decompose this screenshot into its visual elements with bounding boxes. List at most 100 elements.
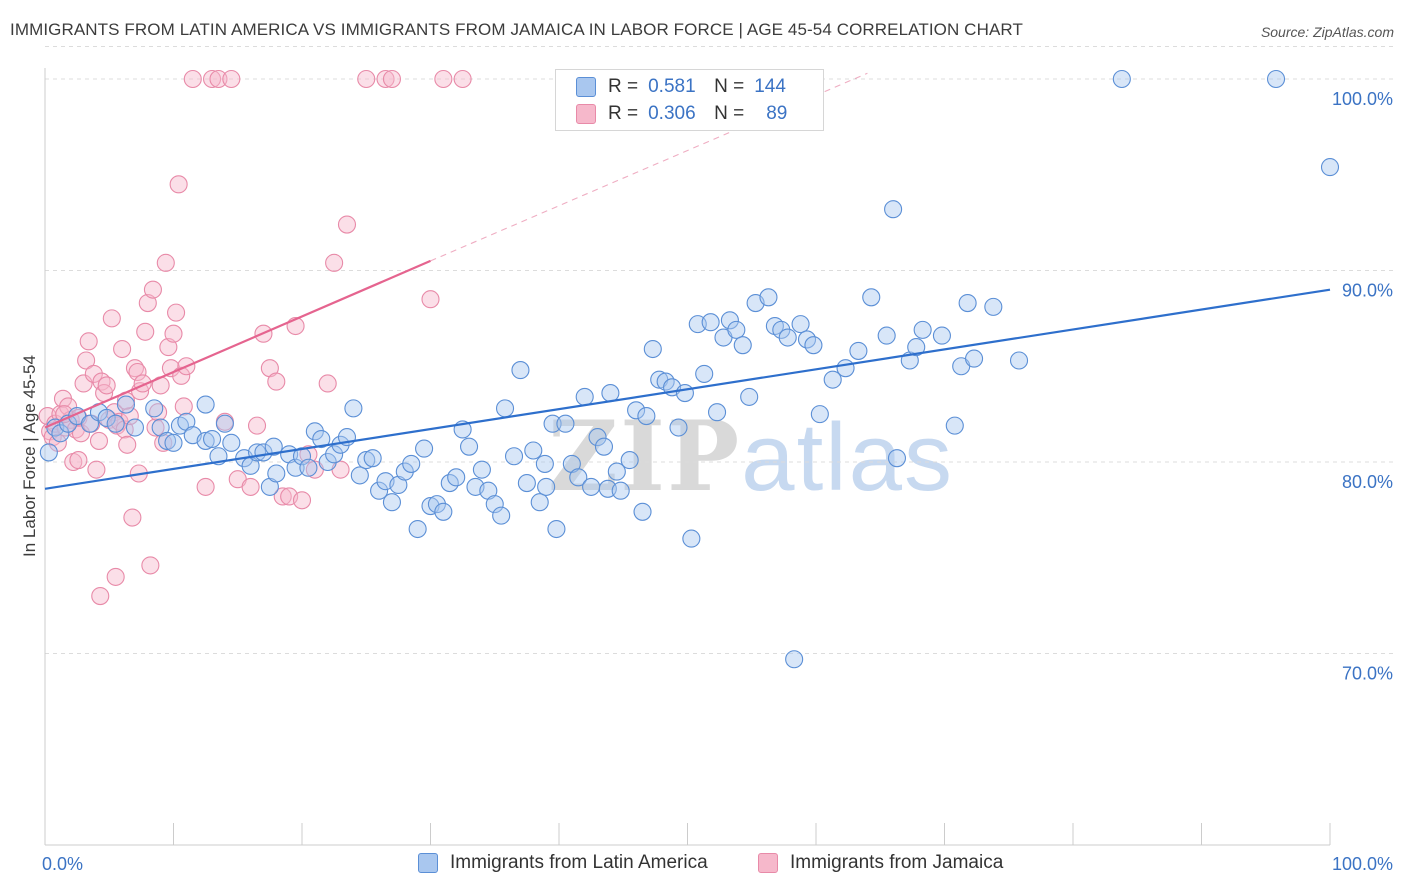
point-jamaica [273,487,292,506]
point-latin-america [720,311,739,330]
point-jamaica [325,253,344,272]
grid-lines [45,45,1395,654]
point-latin-america [582,477,601,496]
point-jamaica [136,322,155,341]
legend-r-value: 0.581 [648,76,696,97]
point-latin-america [164,433,183,452]
point-jamaica [434,69,453,89]
point-latin-america [601,384,620,403]
point-latin-america [264,437,283,456]
bottom-legend: Immigrants from Latin America Immigrants… [0,852,1406,878]
point-latin-america [51,424,70,443]
point-latin-america [708,403,727,422]
point-latin-america [836,359,855,378]
point-latin-america [415,439,434,458]
legend-n-label: N = [714,76,745,97]
point-latin-america [682,529,701,548]
legend-n-value: 144 [754,76,786,97]
point-jamaica [203,69,222,89]
point-latin-america [203,429,222,449]
point-latin-america [485,495,504,514]
bottom-legend-swatch-blue [418,853,438,873]
y-tick-label: 70.0% [1342,664,1393,684]
point-latin-america [370,481,389,500]
point-jamaica [241,477,260,496]
point-latin-america [222,433,241,452]
point-latin-america [292,447,312,466]
point-latin-america [594,437,614,456]
point-jamaica [247,416,267,435]
point-latin-america [145,399,164,418]
point-jamaica [91,586,110,606]
point-latin-america [569,468,588,487]
point-latin-america [849,341,868,360]
point-latin-america [106,414,125,433]
point-latin-america [1266,69,1286,89]
point-jamaica [128,362,147,382]
point-jamaica [174,397,193,416]
point-jamaica [169,175,188,194]
point-jamaica [357,69,376,89]
point-latin-america [1112,69,1131,89]
point-latin-america [286,458,305,477]
y-tick-label: 90.0% [1342,281,1393,301]
axes [44,68,1331,846]
point-latin-america [675,384,694,403]
point-jamaica [299,445,318,464]
point-latin-america [695,364,714,383]
point-jamaica [196,477,215,496]
point-latin-america [958,294,977,313]
point-latin-america [633,502,652,521]
point-latin-america [524,441,543,460]
point-latin-america [427,495,446,514]
point-jamaica [89,431,109,450]
legend: R = 0.581 N = 144 R = 0.306 N = 89 [555,69,824,131]
y-axis-label: In Labor Force | Age 45-54 [20,355,39,557]
point-jamaica [164,324,183,343]
series-jamaica-points [38,69,472,606]
point-latin-america [543,414,562,433]
bottom-legend-latin-america: Immigrants from Latin America [418,852,708,874]
point-latin-america [637,406,656,426]
point-jamaica [141,556,160,575]
point-jamaica [222,69,241,89]
point-latin-america [1320,158,1340,177]
point-jamaica [113,339,132,359]
point-latin-america [862,288,881,307]
point-latin-america [344,399,363,418]
point-latin-america [727,320,746,339]
point-jamaica [183,69,202,89]
point-jamaica [421,290,440,309]
legend-row-jamaica: R = 0.306 N = 89 [576,101,787,127]
y-tick-label: 80.0% [1342,472,1393,492]
point-latin-america [759,288,778,307]
point-jamaica [167,303,186,322]
point-jamaica [120,406,139,426]
point-latin-america [627,401,646,420]
point-jamaica [123,508,142,527]
point-latin-america [517,474,536,493]
point-latin-america [945,416,964,435]
point-latin-america [492,506,511,525]
point-latin-america [556,414,575,433]
point-latin-america [643,339,662,359]
point-latin-america [434,502,453,521]
point-jamaica [159,338,178,357]
point-latin-america [772,320,791,339]
chart-title: IMMIGRANTS FROM LATIN AMERICA VS IMMIGRA… [10,20,1023,39]
point-latin-america [535,454,554,473]
bottom-legend-jamaica: Immigrants from Jamaica [758,852,1003,874]
point-latin-america [778,328,797,347]
x-tick-label: 0.0% [42,854,83,874]
point-latin-america [611,481,630,500]
point-latin-america [810,405,829,424]
x-tick-label: 100.0% [1332,854,1393,874]
point-jamaica [77,351,96,370]
legend-n-value: 89 [766,103,788,124]
point-latin-america [733,336,752,355]
point-jamaica [143,280,162,299]
point-jamaica [97,376,116,395]
point-latin-america [669,418,688,437]
point-latin-america [701,313,720,332]
y-tick-label: 100.0% [1332,89,1393,109]
